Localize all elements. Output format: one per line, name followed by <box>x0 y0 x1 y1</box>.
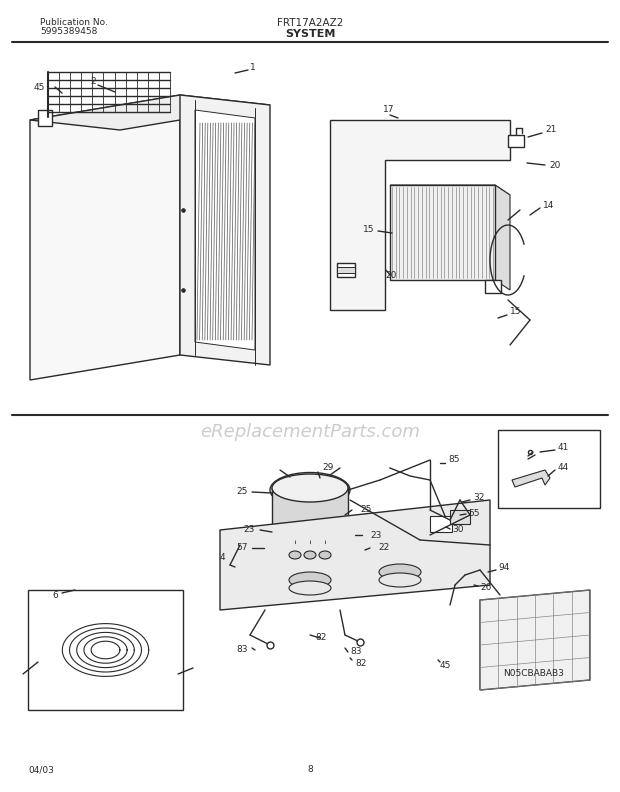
Text: SYSTEM: SYSTEM <box>285 29 335 39</box>
Bar <box>508 135 524 147</box>
Polygon shape <box>30 95 180 380</box>
Text: 41: 41 <box>558 444 569 452</box>
Ellipse shape <box>289 581 331 595</box>
Text: eReplacementParts.com: eReplacementParts.com <box>200 423 420 441</box>
Bar <box>337 267 355 273</box>
Text: 14: 14 <box>543 200 554 210</box>
Ellipse shape <box>272 474 348 502</box>
Bar <box>430 516 452 532</box>
Text: 94: 94 <box>498 563 510 573</box>
Bar <box>450 510 470 524</box>
Text: 5995389458: 5995389458 <box>40 27 97 36</box>
Polygon shape <box>390 185 495 280</box>
Text: 25: 25 <box>237 488 248 497</box>
Polygon shape <box>180 95 270 365</box>
Text: Publication No.: Publication No. <box>40 18 108 27</box>
Polygon shape <box>220 500 490 610</box>
Text: 04/03: 04/03 <box>28 766 54 775</box>
Text: 85: 85 <box>448 455 459 464</box>
Polygon shape <box>495 185 510 290</box>
Text: 83: 83 <box>236 645 248 654</box>
Text: 20: 20 <box>549 161 560 169</box>
Text: 25: 25 <box>360 505 371 515</box>
Text: 21: 21 <box>545 125 556 135</box>
Text: 44: 44 <box>558 463 569 473</box>
Text: 23: 23 <box>244 526 255 535</box>
Text: 26: 26 <box>480 584 492 592</box>
Bar <box>337 263 355 277</box>
Text: 23: 23 <box>370 531 381 539</box>
Text: 6: 6 <box>52 592 58 600</box>
Text: 57: 57 <box>236 543 248 553</box>
Text: 83: 83 <box>350 648 361 657</box>
Polygon shape <box>390 185 510 195</box>
Bar <box>485 280 501 293</box>
Text: 45: 45 <box>33 82 45 92</box>
Text: 4: 4 <box>219 554 225 562</box>
Text: 20: 20 <box>385 271 396 280</box>
Ellipse shape <box>379 573 421 587</box>
Ellipse shape <box>289 572 331 588</box>
Bar <box>28 590 183 710</box>
Ellipse shape <box>289 551 301 559</box>
Ellipse shape <box>272 525 348 545</box>
Ellipse shape <box>319 551 331 559</box>
Polygon shape <box>512 470 550 487</box>
Text: 55: 55 <box>468 508 479 517</box>
Text: 82: 82 <box>355 658 366 668</box>
Polygon shape <box>480 590 590 690</box>
Text: 17: 17 <box>383 105 394 115</box>
Ellipse shape <box>379 564 421 580</box>
Text: 15: 15 <box>510 307 521 317</box>
Text: 22: 22 <box>378 543 389 553</box>
Text: 82: 82 <box>315 634 326 642</box>
Text: 45: 45 <box>440 661 451 669</box>
Text: 32: 32 <box>473 493 484 502</box>
Text: 30: 30 <box>452 526 464 535</box>
Text: 8: 8 <box>307 766 313 775</box>
Polygon shape <box>330 120 510 310</box>
Polygon shape <box>30 95 270 130</box>
Text: FRT17A2AZ2: FRT17A2AZ2 <box>277 18 343 28</box>
Text: 2: 2 <box>90 78 95 86</box>
Ellipse shape <box>304 551 316 559</box>
Text: 1: 1 <box>250 63 255 73</box>
Ellipse shape <box>270 473 350 508</box>
Bar <box>38 110 52 126</box>
Bar <box>498 430 600 508</box>
Bar <box>272 487 348 535</box>
Polygon shape <box>195 110 255 350</box>
Text: 29: 29 <box>322 463 334 473</box>
Text: N05CBABAB3: N05CBABAB3 <box>503 668 564 677</box>
Text: 15: 15 <box>363 226 374 234</box>
